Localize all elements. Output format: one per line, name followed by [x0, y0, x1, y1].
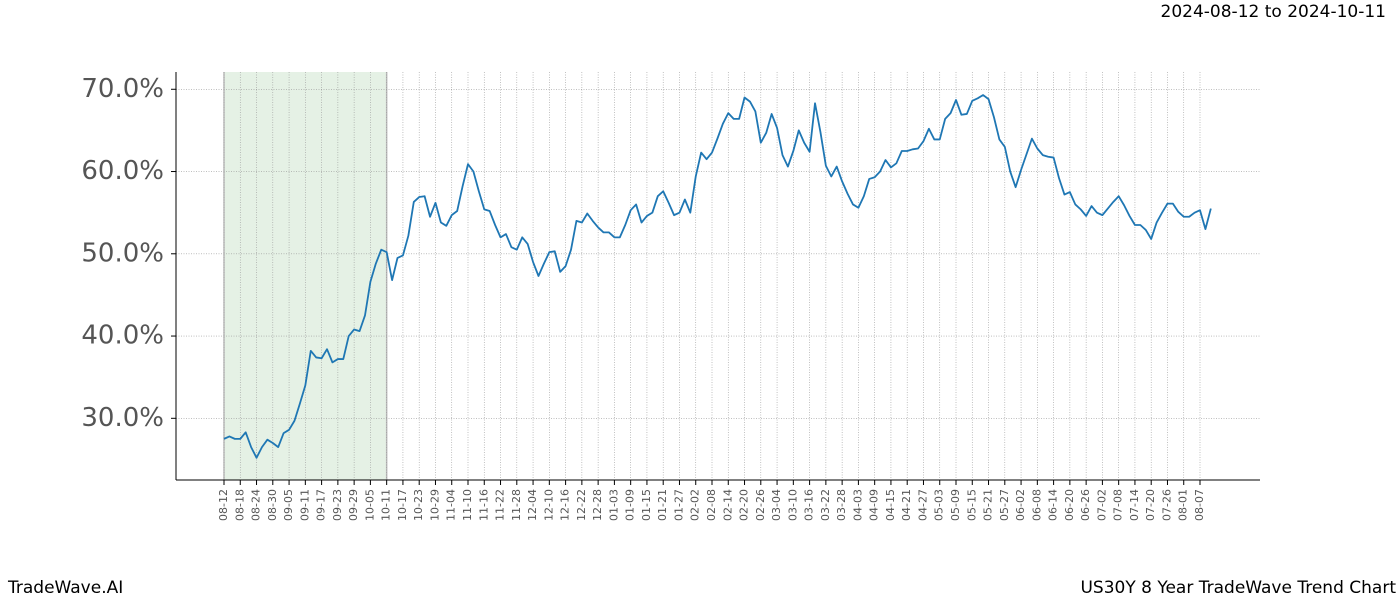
x-tick-label: 01-27 — [672, 489, 685, 521]
x-tick-label: 02-08 — [705, 489, 718, 521]
trend-line — [223, 94, 1212, 459]
x-tick-label: 11-04 — [445, 489, 458, 521]
x-tick-label: 02-02 — [689, 489, 702, 521]
y-tick-label: 40.0% — [81, 321, 164, 351]
x-tick-label: 09-23 — [331, 489, 344, 521]
x-tick-label: 03-22 — [819, 489, 832, 521]
x-tick-label: 02-20 — [738, 489, 751, 521]
x-tick-label: 12-16 — [559, 489, 572, 521]
x-tick-label: 08-18 — [233, 489, 246, 521]
x-tick-label: 03-10 — [786, 489, 799, 521]
x-tick-label: 10-05 — [363, 489, 376, 521]
x-tick-label: 10-23 — [412, 489, 425, 521]
x-tick-label: 03-04 — [770, 489, 783, 521]
x-tick-label: 11-22 — [494, 489, 507, 521]
x-tick-label: 03-28 — [835, 489, 848, 521]
x-tick-label: 05-15 — [965, 489, 978, 521]
x-tick-label: 12-04 — [526, 489, 539, 521]
x-tick-label: 05-27 — [998, 489, 1011, 521]
x-tick-label: 10-17 — [396, 489, 409, 521]
x-tick-label: 08-07 — [1193, 489, 1206, 521]
x-tick-label: 05-21 — [982, 489, 995, 521]
x-tick-label: 06-08 — [1030, 489, 1043, 521]
x-tick-label: 06-02 — [1014, 489, 1027, 521]
x-tick-label: 07-26 — [1160, 489, 1173, 521]
x-tick-label: 06-26 — [1079, 489, 1092, 521]
x-tick-label: 09-17 — [315, 489, 328, 521]
x-tick-label: 08-12 — [217, 489, 230, 521]
x-tick-label: 04-09 — [868, 489, 881, 521]
x-tick-label: 02-14 — [721, 489, 734, 521]
x-tick-label: 09-05 — [282, 489, 295, 521]
y-tick-label: 50.0% — [81, 238, 164, 268]
x-tick-label: 07-08 — [1112, 489, 1125, 521]
x-tick-label: 12-22 — [575, 489, 588, 521]
x-tick-label: 08-01 — [1177, 489, 1190, 521]
x-tick-label: 08-30 — [266, 489, 279, 521]
x-tick-label: 09-29 — [347, 489, 360, 521]
x-tick-label: 12-10 — [542, 489, 555, 521]
x-tick-label: 05-03 — [933, 489, 946, 521]
x-tick-label: 11-16 — [477, 489, 490, 521]
x-tick-label: 04-15 — [884, 489, 897, 521]
x-tick-label: 11-10 — [461, 489, 474, 521]
chart-name: US30Y 8 Year TradeWave Trend Chart — [1080, 578, 1396, 598]
x-tick-label: 04-21 — [900, 489, 913, 521]
brand: TradeWave.AI — [7, 578, 123, 598]
x-tick-label: 01-03 — [607, 489, 620, 521]
x-tick-label: 01-09 — [624, 489, 637, 521]
x-tick-label: 01-15 — [640, 489, 653, 521]
x-tick-label: 05-09 — [949, 489, 962, 521]
x-tick-label: 07-20 — [1144, 489, 1157, 521]
x-tick-label: 03-16 — [803, 489, 816, 521]
y-tick-label: 70.0% — [81, 74, 164, 104]
x-tick-label: 07-14 — [1128, 489, 1141, 521]
x-tick-label: 04-27 — [916, 489, 929, 521]
x-tick-label: 04-03 — [851, 489, 864, 521]
x-tick-label: 10-29 — [428, 489, 441, 521]
x-tick-label: 08-24 — [250, 489, 263, 521]
highlight-region — [224, 72, 387, 480]
y-tick-label: 30.0% — [81, 403, 164, 433]
x-tick-label: 06-20 — [1063, 489, 1076, 521]
x-tick-label: 11-28 — [510, 489, 523, 521]
x-tick-label: 10-11 — [380, 489, 393, 521]
x-tick-label: 07-02 — [1095, 489, 1108, 521]
date-range: 2024-08-12 to 2024-10-11 — [1161, 2, 1386, 22]
x-tick-label: 12-28 — [591, 489, 604, 521]
x-tick-label: 02-26 — [754, 489, 767, 521]
x-tick-label: 01-21 — [656, 489, 669, 521]
x-tick-label: 09-11 — [298, 489, 311, 521]
y-tick-label: 60.0% — [81, 156, 164, 186]
x-tick-label: 06-14 — [1047, 489, 1060, 521]
